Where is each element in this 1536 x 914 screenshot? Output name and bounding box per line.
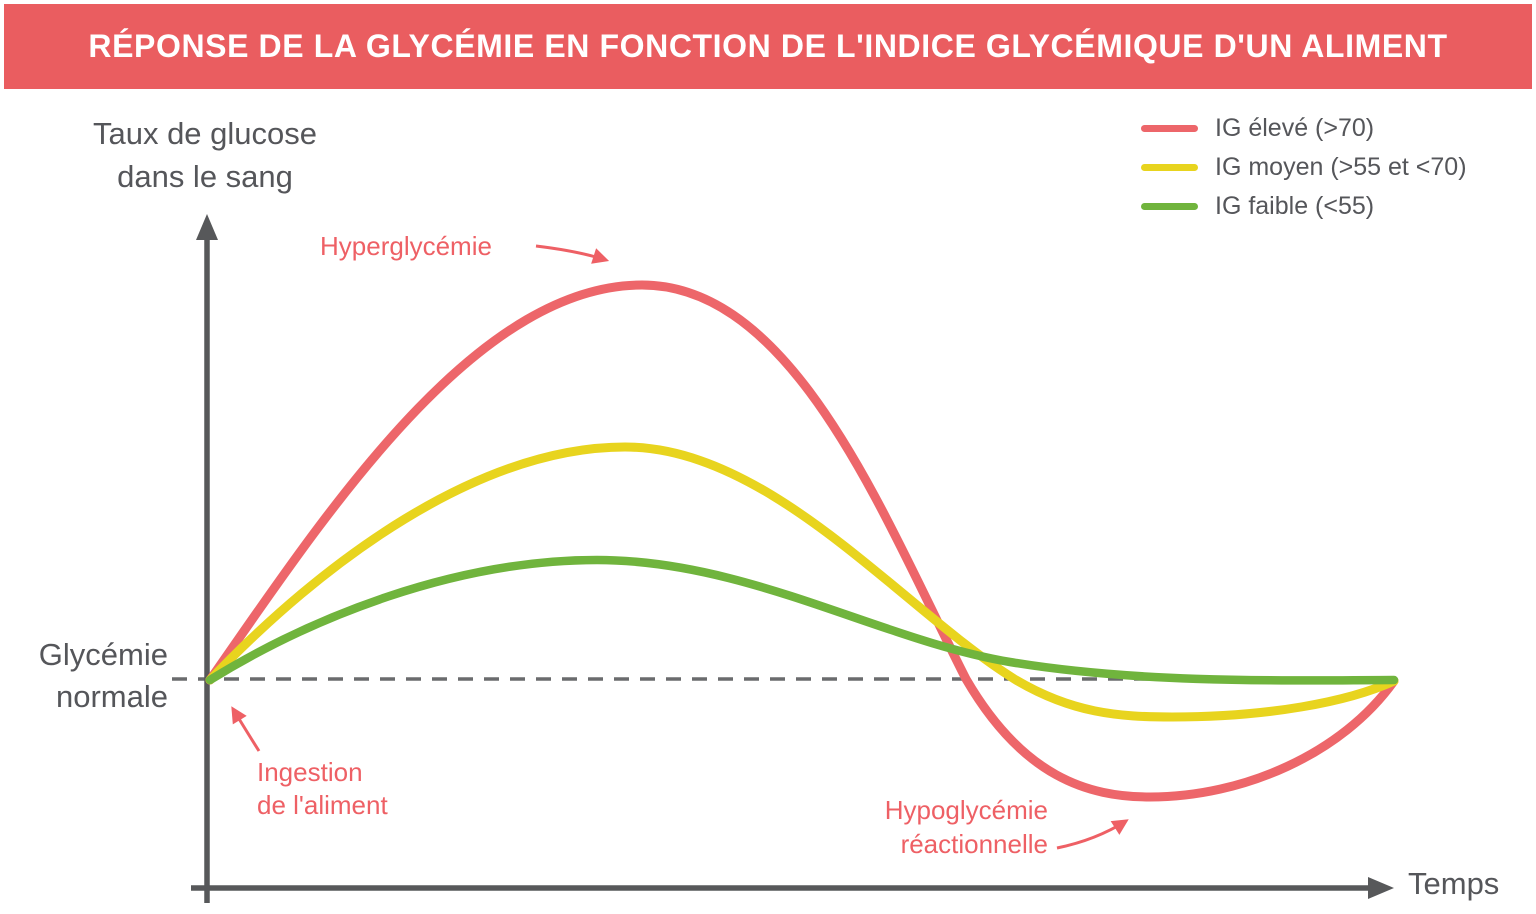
hyperglycemia-arrow [535, 244, 610, 264]
hypoglycemia-arrow [1056, 819, 1129, 850]
y-axis-arrowhead-icon [196, 214, 218, 240]
title-banner: RÉPONSE DE LA GLYCÉMIE EN FONCTION DE L'… [4, 4, 1532, 89]
x-axis-arrowhead-icon [1368, 877, 1394, 899]
curve-ig-moyen [205, 442, 1399, 722]
legend-label-ig-faible: IG faible (<55) [1215, 191, 1375, 220]
ingestion-arrow [231, 706, 261, 752]
x-axis-label: Temps [1408, 866, 1500, 901]
legend-item-ig-eleve: IG élevé (>70) [1141, 113, 1467, 142]
normal-glycemia-label-line2: normale [56, 679, 168, 714]
legend-item-ig-moyen: IG moyen (>55 et <70) [1141, 152, 1467, 181]
legend-swatch-ig-eleve-icon [1141, 124, 1198, 132]
y-axis-label-line1: Taux de glucose [92, 116, 318, 151]
legend-swatch-ig-faible-icon [1141, 202, 1198, 210]
ingestion-label-line2: de l'aliment [257, 790, 388, 820]
legend-swatch-ig-moyen-icon [1141, 163, 1198, 171]
hypoglycemia-label-line2: réactionnelle [900, 829, 1048, 859]
y-axis-label: Taux de glucose dans le sang [40, 112, 370, 198]
hypoglycemia-label-line1: Hypoglycémie [884, 795, 1048, 825]
legend-item-ig-faible: IG faible (<55) [1141, 191, 1467, 220]
curve-ig-eleve [205, 280, 1399, 802]
hyperglycemia-label: Hyperglycémie [320, 231, 492, 261]
curve-ig-faible [205, 555, 1399, 685]
legend-label-ig-eleve: IG élevé (>70) [1215, 113, 1375, 142]
hypoglycemia-label: Hypoglycémie réactionnelle [820, 793, 1048, 861]
ingestion-label-line1: Ingestion [257, 757, 363, 787]
page-title: RÉPONSE DE LA GLYCÉMIE EN FONCTION DE L'… [88, 28, 1448, 64]
ingestion-label: Ingestion de l'aliment [257, 756, 388, 822]
legend-label-ig-moyen: IG moyen (>55 et <70) [1215, 152, 1467, 181]
legend: IG élevé (>70) IG moyen (>55 et <70) IG … [1141, 113, 1467, 220]
normal-glycemia-label-line1: Glycémie [38, 637, 168, 672]
y-axis-label-line2: dans le sang [117, 159, 293, 194]
normal-glycemia-label: Glycémie normale [6, 634, 168, 718]
